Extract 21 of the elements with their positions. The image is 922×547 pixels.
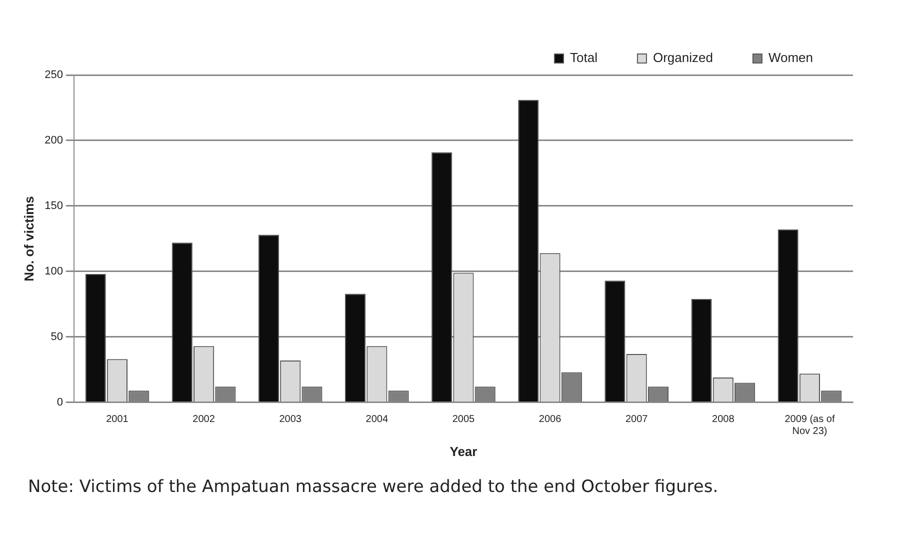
y-axis-title: No. of victims	[21, 196, 36, 282]
x-tick-label: 2009 (as of Nov 23)	[784, 414, 835, 438]
legend-label: Total	[570, 50, 598, 66]
legend-label: Organized	[652, 50, 713, 66]
y-tick-label: 200	[44, 134, 63, 147]
x-tick-label: 2004	[366, 414, 388, 426]
x-tick-label: 2003	[279, 414, 302, 426]
y-tick-label: 150	[44, 200, 63, 212]
y-tick-label: 100	[44, 265, 63, 278]
x-tick-label: 2008	[712, 414, 735, 426]
y-tick-label: 50	[50, 330, 63, 343]
x-tick-label: 2002	[192, 414, 216, 426]
x-tick-label: 2006	[538, 414, 562, 426]
x-tick-label: 2001	[106, 414, 129, 426]
y-tick-label: 250	[44, 69, 63, 82]
x-tick-label: 2005	[452, 414, 476, 426]
y-tick-label: 0	[56, 396, 63, 408]
text: Note: Victims of the Ampatuan massacre were added to the end October figures.	[28, 477, 718, 497]
legend-label: Women	[768, 50, 814, 66]
x-tick-label: 2007	[625, 414, 648, 426]
x-axis-title: Year	[450, 444, 478, 459]
